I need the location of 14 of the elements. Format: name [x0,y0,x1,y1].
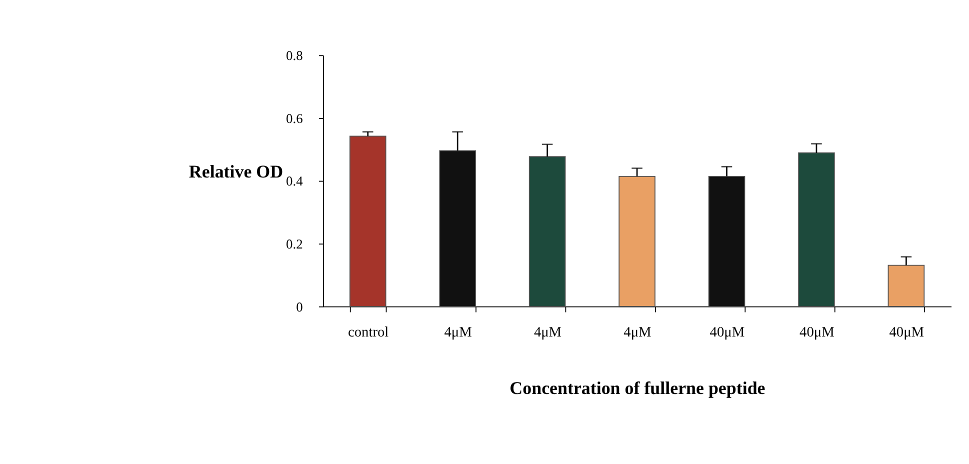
x-tick-label: control [348,324,389,340]
y-axis-title: Relative OD [188,162,284,182]
x-axis-title: Concentration of fullerne peptide [510,378,766,398]
y-tick-label: 0.4 [286,174,304,189]
x-tick-label: 4μM [624,324,652,340]
x-tick-label: 40μM [710,324,745,340]
y-tick-label: 0.2 [286,236,303,252]
x-tick-label: 40μM [800,324,835,340]
y-tick-label: 0.8 [286,48,304,64]
x-tick-label: 40μM [889,324,924,340]
y-tick-label: 0.6 [286,110,304,126]
y-tick-label: 0 [296,299,304,314]
x-tick-label: 4μM [444,324,472,340]
x-tick-label: 4μM [534,324,562,340]
